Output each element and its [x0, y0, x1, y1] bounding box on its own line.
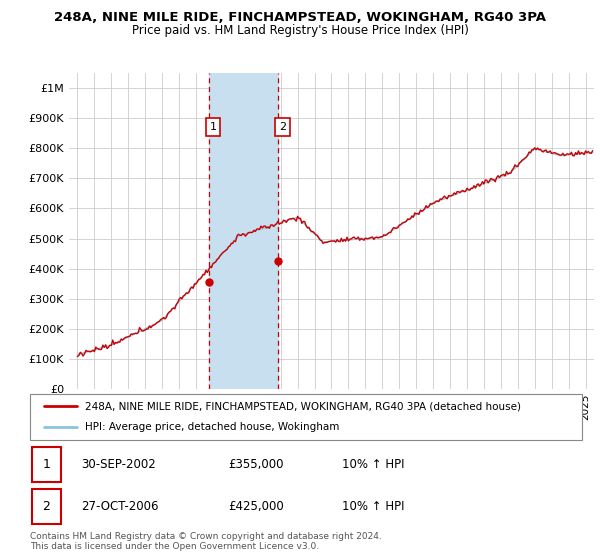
FancyBboxPatch shape: [30, 394, 582, 440]
Text: £425,000: £425,000: [228, 500, 284, 514]
Text: HPI: Average price, detached house, Wokingham: HPI: Average price, detached house, Woki…: [85, 422, 340, 432]
Text: 1: 1: [43, 458, 50, 472]
Text: 2: 2: [43, 500, 50, 514]
Text: 248A, NINE MILE RIDE, FINCHAMPSTEAD, WOKINGHAM, RG40 3PA: 248A, NINE MILE RIDE, FINCHAMPSTEAD, WOK…: [54, 11, 546, 24]
Text: 30-SEP-2002: 30-SEP-2002: [81, 458, 156, 472]
FancyBboxPatch shape: [32, 447, 61, 483]
Text: 2: 2: [279, 122, 286, 132]
Text: £355,000: £355,000: [228, 458, 284, 472]
Text: Contains HM Land Registry data © Crown copyright and database right 2024.
This d: Contains HM Land Registry data © Crown c…: [30, 532, 382, 552]
Bar: [209, 73, 278, 389]
Text: 10% ↑ HPI: 10% ↑ HPI: [342, 500, 404, 514]
Text: 1: 1: [209, 122, 217, 132]
Text: 27-OCT-2006: 27-OCT-2006: [81, 500, 158, 514]
Text: 10% ↑ HPI: 10% ↑ HPI: [342, 458, 404, 472]
Text: 248A, NINE MILE RIDE, FINCHAMPSTEAD, WOKINGHAM, RG40 3PA (detached house): 248A, NINE MILE RIDE, FINCHAMPSTEAD, WOK…: [85, 401, 521, 411]
Text: Price paid vs. HM Land Registry's House Price Index (HPI): Price paid vs. HM Land Registry's House …: [131, 24, 469, 36]
FancyBboxPatch shape: [32, 489, 61, 524]
